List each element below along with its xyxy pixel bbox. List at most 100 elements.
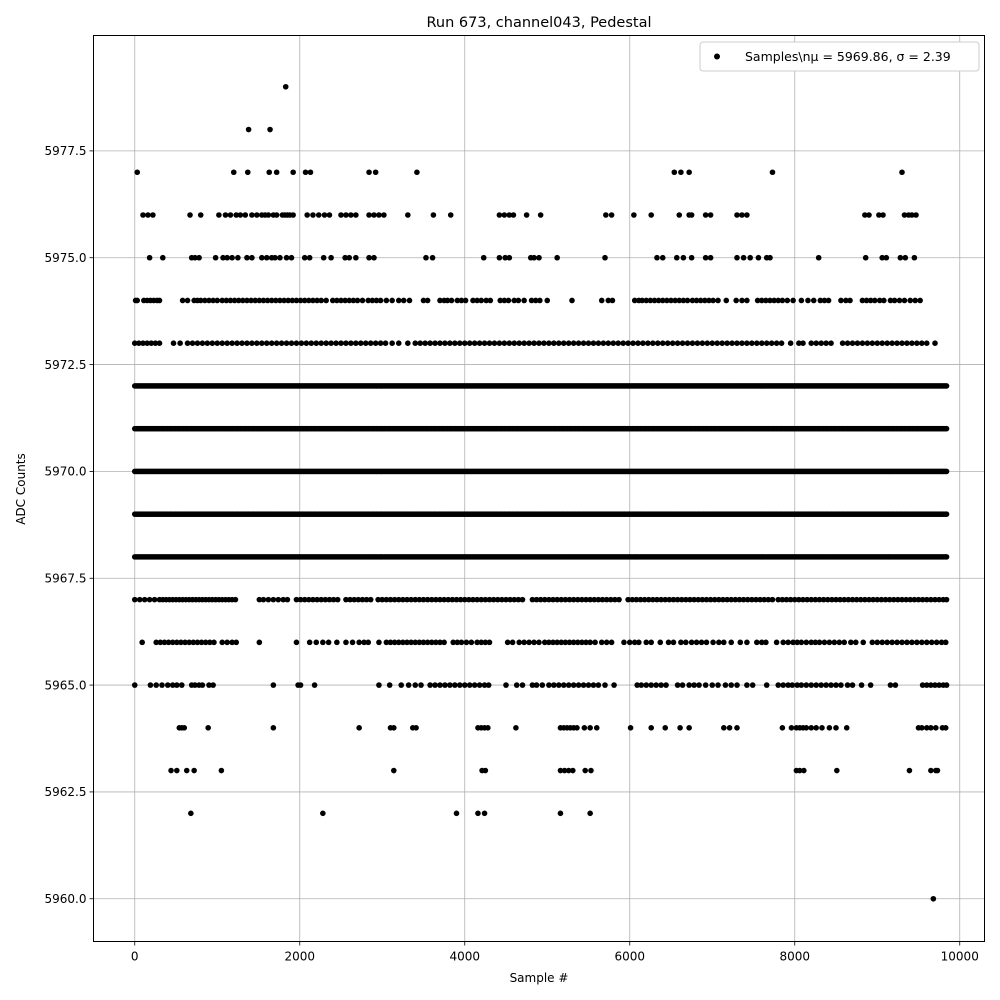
data-point	[771, 297, 777, 304]
data-point	[249, 212, 255, 218]
data-point	[260, 297, 267, 304]
data-point	[501, 212, 508, 218]
data-point	[779, 725, 786, 731]
data-point	[494, 596, 501, 603]
data-point	[749, 596, 755, 603]
data-point	[791, 596, 798, 603]
data-point	[466, 340, 473, 346]
data-point	[322, 596, 329, 603]
data-point	[414, 169, 420, 176]
data-point	[445, 596, 452, 603]
data-point	[537, 596, 544, 603]
data-point	[595, 682, 602, 688]
data-point	[879, 340, 885, 346]
data-point	[943, 383, 950, 389]
data-point	[178, 639, 184, 646]
data-point	[911, 596, 918, 603]
data-point	[629, 596, 636, 603]
data-point	[689, 340, 696, 346]
data-point	[566, 596, 573, 603]
data-point	[219, 297, 225, 304]
data-point	[575, 340, 582, 346]
data-point	[936, 596, 942, 603]
data-point	[813, 682, 819, 688]
data-point	[734, 682, 740, 688]
data-point	[131, 596, 138, 603]
data-point	[710, 639, 716, 646]
data-point	[728, 639, 735, 646]
data-point	[245, 126, 252, 133]
data-point	[146, 254, 153, 261]
data-point	[229, 639, 235, 646]
data-point	[821, 639, 828, 646]
y-tick-label: 5977.5	[45, 144, 87, 158]
data-point	[583, 596, 589, 603]
data-point	[461, 596, 468, 603]
data-point	[260, 596, 267, 603]
data-point	[598, 297, 605, 304]
data-point	[815, 254, 822, 261]
data-point	[890, 596, 897, 603]
data-point	[288, 340, 295, 346]
data-point	[932, 340, 938, 346]
data-point	[779, 596, 786, 603]
data-point	[749, 682, 756, 688]
data-point	[866, 596, 872, 603]
data-point	[729, 340, 735, 346]
data-point	[879, 639, 885, 646]
data-point	[136, 596, 143, 603]
data-point	[914, 340, 920, 346]
data-point	[437, 596, 443, 603]
data-point	[641, 596, 648, 603]
data-point	[808, 725, 815, 731]
data-point	[214, 340, 221, 346]
data-point	[734, 212, 740, 218]
data-point	[194, 340, 201, 346]
data-point	[486, 596, 493, 603]
data-point	[471, 340, 478, 346]
data-point	[529, 682, 536, 688]
data-point	[147, 682, 154, 688]
data-point	[507, 596, 513, 603]
data-point	[372, 340, 379, 346]
data-point	[590, 682, 597, 688]
data-point	[648, 725, 654, 731]
data-point	[683, 639, 689, 646]
data-point	[702, 297, 708, 304]
data-point	[769, 596, 776, 603]
data-point	[202, 297, 208, 304]
data-point	[645, 340, 651, 346]
data-point	[841, 639, 848, 646]
data-point	[603, 212, 609, 218]
data-point	[836, 639, 843, 646]
data-point	[546, 682, 552, 688]
data-point	[148, 340, 155, 346]
data-point	[367, 340, 374, 346]
data-point	[212, 254, 219, 261]
data-point	[761, 596, 768, 603]
data-point	[365, 297, 372, 304]
data-point	[558, 596, 565, 603]
data-point	[744, 340, 750, 346]
data-point	[366, 169, 372, 176]
data-point	[395, 639, 402, 646]
data-point	[219, 340, 225, 346]
data-point	[264, 297, 271, 304]
data-point	[259, 254, 265, 261]
data-point	[515, 297, 522, 304]
data-point	[265, 596, 272, 603]
data-point	[437, 639, 443, 646]
data-point	[187, 212, 193, 218]
data-point	[202, 639, 209, 646]
data-point	[328, 340, 334, 346]
data-point	[144, 340, 150, 346]
data-point	[902, 254, 909, 261]
data-point	[482, 767, 489, 774]
data-point	[845, 596, 852, 603]
data-point	[140, 340, 146, 346]
data-point	[141, 596, 148, 603]
data-point	[744, 682, 750, 688]
data-point	[511, 297, 518, 304]
data-point	[630, 340, 636, 346]
data-point	[913, 212, 919, 218]
